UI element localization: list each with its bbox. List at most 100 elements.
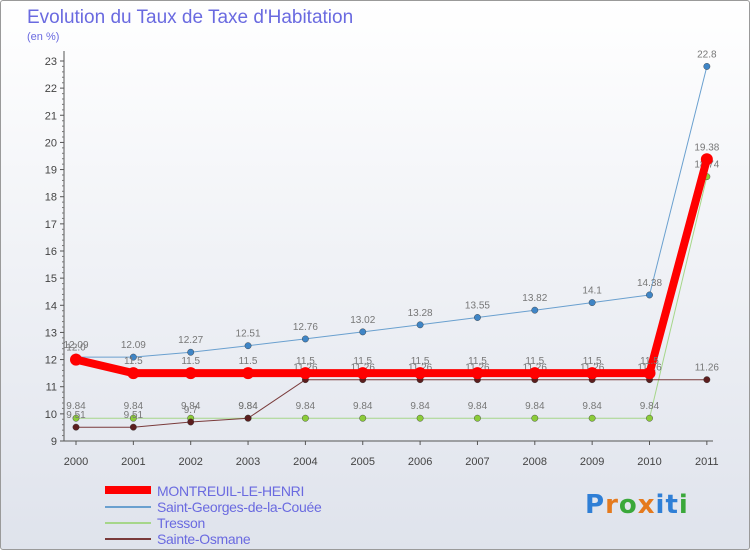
data-point xyxy=(588,414,596,422)
y-tick-label: 11 xyxy=(46,382,57,394)
data-point xyxy=(643,367,656,380)
data-label: 9.84 xyxy=(66,401,86,412)
x-tick-label: 2004 xyxy=(293,456,317,468)
y-tick-label: 22 xyxy=(45,83,57,95)
series-line xyxy=(76,379,707,428)
y-tick-label: 23 xyxy=(45,56,57,68)
data-point xyxy=(127,367,140,380)
data-label: 9.84 xyxy=(238,401,258,412)
x-tick-label: 2009 xyxy=(580,456,604,468)
data-label: 11.5 xyxy=(468,356,487,367)
x-tick-label: 2011 xyxy=(695,456,719,468)
data-label: 9.84 xyxy=(353,401,373,412)
x-tick-label: 2003 xyxy=(236,456,260,468)
data-label: 11.5 xyxy=(239,356,258,367)
data-point xyxy=(414,367,427,380)
y-tick-label: 10 xyxy=(45,409,57,421)
data-label: 13.55 xyxy=(465,301,490,312)
x-tick-label: 2001 xyxy=(121,456,145,468)
data-point xyxy=(703,63,711,70)
y-tick-label: 18 xyxy=(45,192,57,204)
x-tick-label: 2005 xyxy=(351,456,375,468)
data-point xyxy=(70,353,82,366)
data-label: 9.51 xyxy=(66,410,86,421)
data-point xyxy=(244,342,252,350)
data-label: 11.26 xyxy=(695,363,720,374)
data-point xyxy=(129,423,137,431)
data-label: 9.84 xyxy=(238,401,258,412)
legend-label: Saint-Georges-de-la-Couée xyxy=(157,499,322,515)
data-point xyxy=(301,335,309,343)
data-point xyxy=(531,306,539,314)
x-tick-label: 2006 xyxy=(408,456,432,468)
legend-swatch xyxy=(105,506,151,508)
data-point xyxy=(471,367,484,380)
data-label: 14.1 xyxy=(582,286,602,297)
data-label: 9.84 xyxy=(124,401,144,412)
data-label: 9.84 xyxy=(525,401,545,412)
data-point xyxy=(129,353,137,361)
data-label: 11.5 xyxy=(640,356,659,367)
data-label: 22.8 xyxy=(697,49,717,60)
data-point xyxy=(586,367,599,380)
data-point xyxy=(72,414,80,422)
data-label: 11.5 xyxy=(124,356,143,367)
data-point xyxy=(416,414,424,422)
legend-label: MONTREUIL-LE-HENRI xyxy=(157,483,305,499)
data-label: 14.38 xyxy=(637,278,662,289)
data-label: 19.38 xyxy=(694,142,719,153)
y-tick-label: 13 xyxy=(45,327,57,339)
x-tick-label: 2008 xyxy=(523,456,547,468)
data-label: 13.82 xyxy=(522,293,547,304)
y-tick-label: 21 xyxy=(45,110,57,122)
data-point xyxy=(72,423,80,431)
data-label: 13.28 xyxy=(408,308,433,319)
data-label: 12.51 xyxy=(236,329,261,340)
data-point xyxy=(359,414,367,422)
data-label: 13.02 xyxy=(350,315,375,326)
legend-swatch xyxy=(105,486,151,494)
y-tick-label: 20 xyxy=(45,137,57,149)
chart-subtitle: (en %) xyxy=(27,31,60,43)
data-label: 9.84 xyxy=(640,401,660,412)
data-label: 9.84 xyxy=(181,401,201,412)
y-tick-label: 12 xyxy=(45,355,57,367)
legend-swatch xyxy=(105,538,151,540)
data-point xyxy=(646,291,653,299)
data-point xyxy=(356,367,369,380)
data-label: 11.5 xyxy=(296,356,315,367)
y-tick-label: 15 xyxy=(45,273,57,285)
data-point xyxy=(184,367,197,380)
data-label: 12.76 xyxy=(293,322,318,333)
data-point xyxy=(242,367,255,380)
legend-swatch xyxy=(105,522,151,524)
x-tick-label: 2010 xyxy=(637,456,661,468)
data-point xyxy=(700,153,713,166)
data-point xyxy=(474,314,481,321)
series-line xyxy=(75,158,711,378)
y-tick-label: 9 xyxy=(51,436,57,448)
data-point xyxy=(129,414,137,422)
data-point xyxy=(416,321,424,329)
data-label: 9.84 xyxy=(582,401,602,412)
series-line xyxy=(76,66,708,358)
data-label: 9.84 xyxy=(468,401,488,412)
x-tick-label: 2007 xyxy=(465,456,489,468)
chart-title: Evolution du Taux de Taxe d'Habitation xyxy=(27,7,354,28)
proxiti-logo: Proxiti xyxy=(585,490,689,520)
data-point xyxy=(703,376,711,384)
data-point xyxy=(646,414,653,422)
y-tick-label: 14 xyxy=(45,300,57,312)
data-label: 11.5 xyxy=(411,356,430,367)
data-point xyxy=(588,299,596,306)
data-point xyxy=(244,414,252,422)
legend-label: Tresson xyxy=(157,515,205,531)
x-tick-label: 2000 xyxy=(64,456,88,468)
data-point xyxy=(301,414,309,422)
y-tick-label: 17 xyxy=(45,219,57,231)
data-label: 11.5 xyxy=(353,356,372,367)
data-label: 12.0 xyxy=(66,343,86,354)
data-label: 12.27 xyxy=(178,335,203,346)
